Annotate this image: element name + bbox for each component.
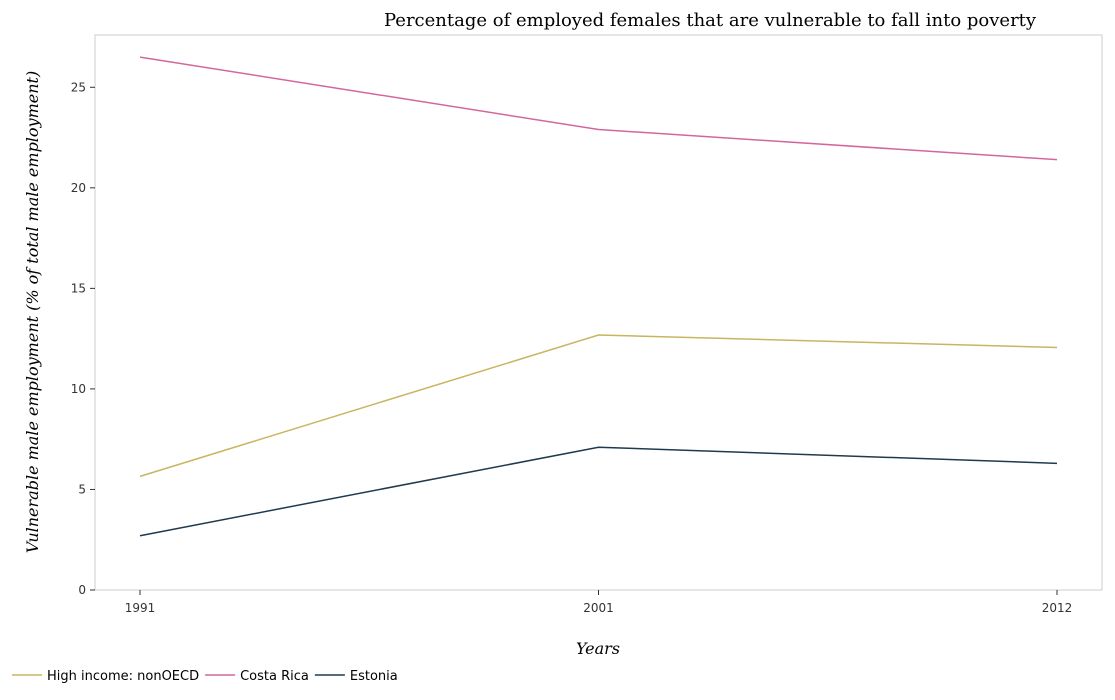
x-tick-label: 2012 [1042,601,1073,615]
x-tick-label: 1991 [125,601,156,615]
y-tick-label: 25 [71,80,86,94]
y-tick-label: 10 [71,382,86,396]
y-tick-label: 20 [71,181,86,195]
y-tick-label: 5 [78,482,86,496]
y-tick-label: 15 [71,281,86,295]
y-axis-label: Vulnerable male employment (% of total m… [23,71,42,553]
legend-label: Costa Rica [240,669,309,684]
x-tick-label: 2001 [583,601,614,615]
legend-label: High income: nonOECD [47,669,199,684]
plot-area [94,34,1103,591]
y-tick-label: 0 [78,583,86,597]
chart-title: Percentage of employed females that are … [384,10,1037,31]
x-axis: 1991 2001 2012 [125,590,1073,615]
series-layer [139,56,1058,537]
y-axis: 0 5 10 15 20 25 [71,80,95,597]
legend-label: Estonia [350,669,398,684]
legend: High income: nonOECD Costa Rica Estonia [12,669,398,684]
x-axis-label: Years [576,639,620,658]
